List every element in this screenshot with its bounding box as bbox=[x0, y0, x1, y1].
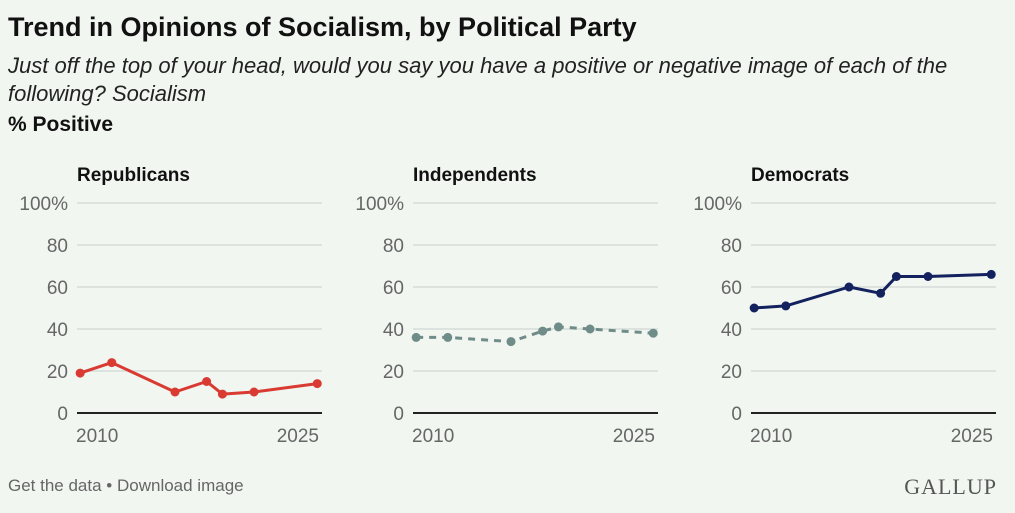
data-point bbox=[553, 322, 563, 332]
data-point bbox=[506, 337, 516, 347]
gallup-logo: GALLUP bbox=[904, 474, 997, 499]
data-point bbox=[411, 332, 421, 342]
data-point bbox=[538, 326, 548, 336]
y-tick-label: 80 bbox=[47, 236, 68, 257]
y-tick-label: 40 bbox=[383, 320, 404, 341]
data-point bbox=[249, 387, 259, 397]
chart-title: Trend in Opinions of Socialism, by Polit… bbox=[8, 12, 637, 42]
data-point bbox=[844, 282, 854, 292]
download-image-link[interactable]: Download image bbox=[116, 476, 244, 495]
y-tick-label: 20 bbox=[721, 362, 742, 383]
y-tick-label: 0 bbox=[731, 404, 742, 425]
y-tick-label: 20 bbox=[47, 362, 68, 383]
x-tick-label: 2010 bbox=[412, 426, 454, 447]
data-point bbox=[443, 332, 453, 342]
series-line-republicans bbox=[79, 361, 318, 396]
data-point bbox=[923, 272, 933, 281]
data-point bbox=[107, 358, 117, 368]
y-tick-label: 60 bbox=[383, 278, 404, 299]
data-point bbox=[170, 387, 180, 397]
y-tick-label: 40 bbox=[47, 320, 68, 341]
y-tick-label: 100% bbox=[19, 194, 68, 215]
y-tick-label: 100% bbox=[693, 194, 742, 215]
x-tick-label: 2010 bbox=[750, 426, 792, 447]
panel-title: Republicans bbox=[77, 165, 190, 186]
footer-links: Get the data • Download image bbox=[8, 476, 244, 496]
data-point bbox=[202, 377, 212, 386]
x-tick-label: 2010 bbox=[76, 426, 118, 447]
series-line-democrats bbox=[754, 272, 992, 310]
data-point bbox=[217, 389, 227, 399]
y-tick-label: 60 bbox=[721, 278, 742, 299]
data-point bbox=[876, 288, 886, 298]
y-tick-label: 40 bbox=[721, 320, 742, 341]
y-tick-label: 100% bbox=[355, 194, 404, 215]
panel-title: Democrats bbox=[751, 165, 849, 186]
y-tick-label: 0 bbox=[393, 404, 404, 425]
y-tick-label: 60 bbox=[47, 278, 68, 299]
y-tick-label: 80 bbox=[383, 236, 404, 257]
data-point bbox=[781, 301, 791, 311]
data-point bbox=[585, 324, 595, 334]
x-tick-label: 2025 bbox=[951, 426, 993, 447]
data-point bbox=[986, 269, 996, 279]
data-point bbox=[648, 328, 658, 338]
get-data-link[interactable]: Get the data bbox=[8, 476, 102, 495]
x-tick-label: 2025 bbox=[277, 426, 319, 447]
y-tick-label: 0 bbox=[57, 404, 68, 425]
panel-title: Independents bbox=[413, 165, 537, 186]
x-tick-label: 2025 bbox=[613, 426, 655, 447]
data-point bbox=[749, 303, 759, 313]
data-point bbox=[75, 368, 85, 378]
separator: • bbox=[101, 476, 117, 495]
data-point bbox=[312, 379, 322, 389]
measure-label: % Positive bbox=[8, 113, 114, 136]
data-point bbox=[891, 272, 901, 281]
y-tick-label: 80 bbox=[721, 236, 742, 257]
y-tick-label: 20 bbox=[383, 362, 404, 383]
chart-subtitle: Just off the top of your head, would you… bbox=[8, 53, 948, 106]
